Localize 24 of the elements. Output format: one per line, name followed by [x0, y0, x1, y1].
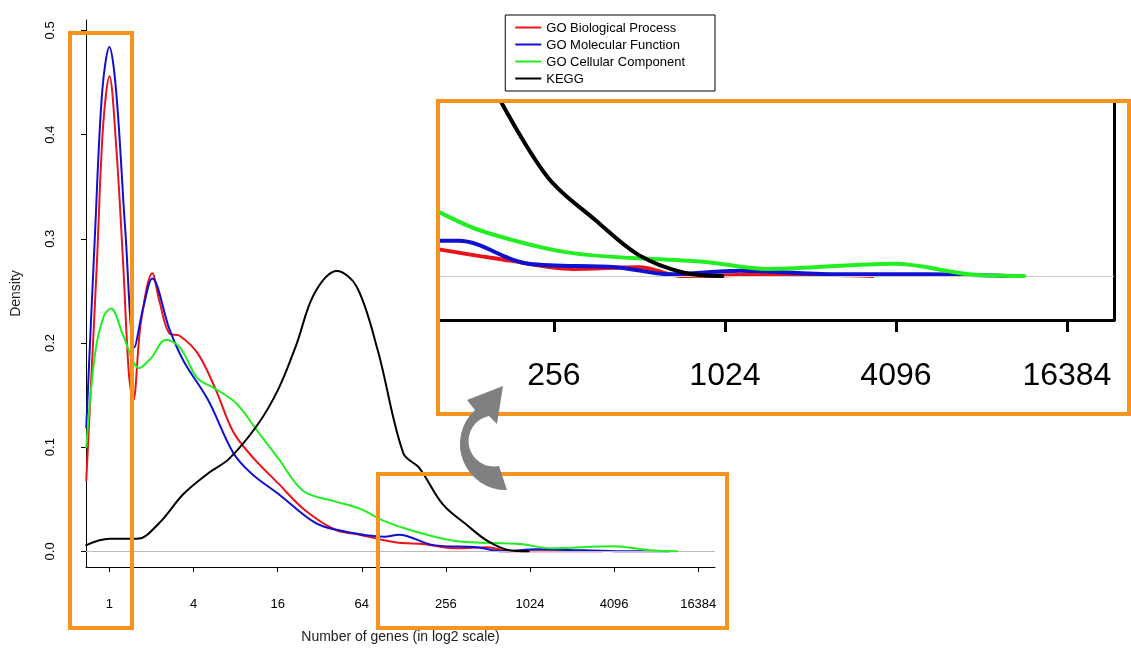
x-tick-label: 1024	[515, 596, 545, 611]
y-tick-label: 0.2	[42, 333, 57, 353]
y-tick-label: 0.5	[42, 21, 57, 40]
x-tick-label: 64	[354, 596, 369, 611]
x-tick-label: 1	[105, 596, 114, 611]
x-tick-label: 16384	[680, 596, 717, 611]
x-tick-label: 256	[527, 356, 581, 392]
y-tick-label: 0.0	[42, 542, 57, 561]
y-tick-label: 0.1	[42, 438, 57, 457]
y-axis-title: Density	[7, 270, 23, 317]
y-tick-label: 0.4	[42, 125, 57, 144]
x-tick-label: 4096	[599, 596, 629, 611]
legend-label: GO Biological Process	[546, 20, 677, 35]
legend-label: GO Cellular Component	[546, 54, 686, 69]
legend-label: KEGG	[546, 71, 584, 86]
x-tick-label: 16	[270, 596, 285, 611]
legend-label: GO Molecular Function	[546, 37, 680, 52]
x-tick-label: 4	[189, 596, 198, 611]
x-tick-label: 1024	[689, 356, 761, 392]
x-tick-label: 16384	[1022, 356, 1112, 392]
x-tick-label: 4096	[860, 356, 932, 392]
x-tick-label: 256	[435, 596, 457, 611]
y-tick-label: 0.3	[42, 229, 57, 248]
x-axis-title: Number of genes (in log2 scale)	[301, 628, 500, 644]
